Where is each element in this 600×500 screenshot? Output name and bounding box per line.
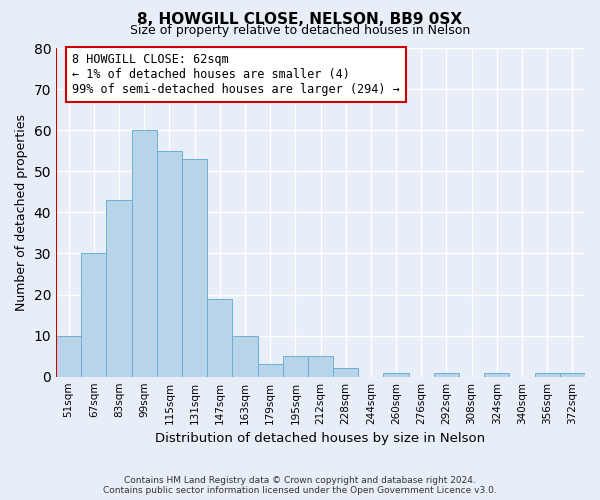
Bar (383, 372, 409, 376)
X-axis label: Distribution of detached houses by size in Nelson: Distribution of detached houses by size … (155, 432, 485, 445)
Bar (106, 200, 131, 376)
Bar (232, 336, 257, 376)
Bar (434, 372, 459, 376)
Bar (308, 356, 333, 376)
Y-axis label: Number of detached properties: Number of detached properties (15, 114, 28, 311)
Bar (257, 364, 283, 376)
Bar (56, 336, 81, 376)
Bar (560, 372, 585, 376)
Bar (182, 159, 207, 376)
Bar (131, 130, 157, 376)
Bar (484, 372, 509, 376)
Bar (207, 298, 232, 376)
Bar (81, 254, 106, 376)
Text: 8, HOWGILL CLOSE, NELSON, BB9 0SX: 8, HOWGILL CLOSE, NELSON, BB9 0SX (137, 12, 463, 28)
Bar (333, 368, 358, 376)
Bar (535, 372, 560, 376)
Text: Contains HM Land Registry data © Crown copyright and database right 2024.
Contai: Contains HM Land Registry data © Crown c… (103, 476, 497, 495)
Bar (283, 356, 308, 376)
Text: 8 HOWGILL CLOSE: 62sqm
← 1% of detached houses are smaller (4)
99% of semi-detac: 8 HOWGILL CLOSE: 62sqm ← 1% of detached … (72, 53, 400, 96)
Bar (157, 150, 182, 376)
Text: Size of property relative to detached houses in Nelson: Size of property relative to detached ho… (130, 24, 470, 37)
